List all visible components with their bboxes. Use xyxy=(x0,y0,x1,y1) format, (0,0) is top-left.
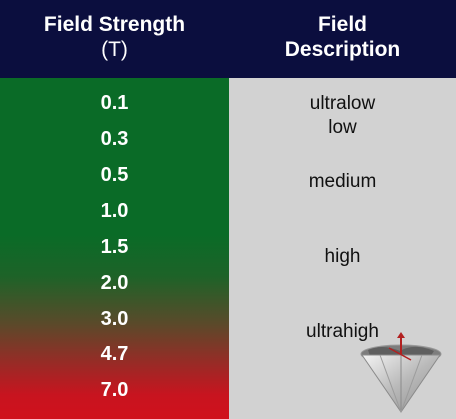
description-ultralow: ultralow xyxy=(309,93,376,114)
strength-value: 0.5 xyxy=(100,164,129,186)
strength-value: 0.1 xyxy=(100,92,129,114)
description-ultrahigh: ultrahigh xyxy=(306,321,379,342)
description-medium: medium xyxy=(308,171,377,192)
header-field-description-line2: Description xyxy=(284,38,401,61)
strength-value: 3.0 xyxy=(100,308,129,330)
strength-value: 1.0 xyxy=(100,200,129,222)
header-field-strength-title: Field Strength xyxy=(43,13,186,36)
description-high: high xyxy=(324,246,361,267)
header-field-strength-unit: (T) xyxy=(101,38,128,61)
strength-value: 7.0 xyxy=(100,379,129,401)
header-field-description-line1: Field xyxy=(317,13,367,36)
description-low: low xyxy=(328,117,357,138)
strength-value: 0.3 xyxy=(100,128,129,150)
strength-column xyxy=(0,78,229,419)
header-field-strength: Field Strength (T) xyxy=(0,12,229,62)
strength-value: 2.0 xyxy=(100,272,129,294)
table-header: Field Strength (T) Field Description xyxy=(0,0,456,78)
strength-value: 4.7 xyxy=(100,343,129,365)
diamond-globe-icon xyxy=(360,332,442,413)
strength-value: 1.5 xyxy=(100,236,129,258)
header-field-description: Field Description xyxy=(229,12,456,62)
